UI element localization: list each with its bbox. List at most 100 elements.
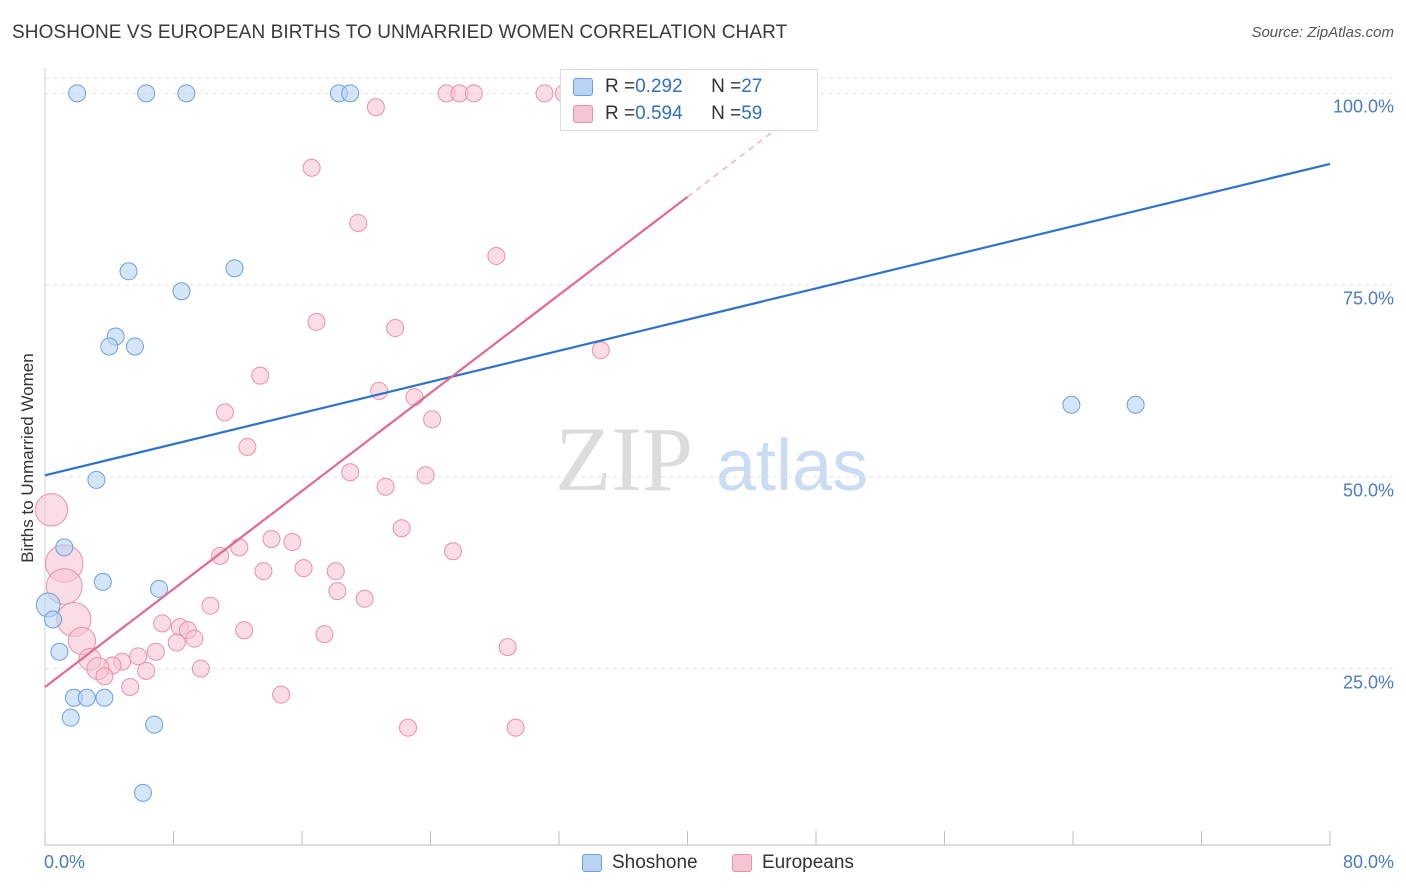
legend-label: Europeans — [762, 852, 854, 873]
y-tick-label: 75.0% — [1342, 288, 1394, 309]
europeans-point — [307, 312, 326, 331]
europeans-point — [341, 463, 360, 482]
shoshone-swatch — [573, 78, 593, 96]
europeans-points — [34, 84, 610, 737]
legend-n-value: 59 — [741, 103, 763, 124]
europeans-point — [146, 642, 165, 661]
shoshone-point — [172, 282, 191, 301]
europeans-point — [443, 542, 462, 561]
shoshone-point — [68, 84, 87, 103]
europeans-point — [349, 213, 368, 232]
shoshone-points — [35, 84, 1145, 802]
shoshone-point — [77, 688, 96, 707]
europeans-point — [392, 519, 411, 538]
europeans-point — [315, 625, 334, 644]
watermark-atlas: atlas — [716, 426, 868, 506]
shoshone-point — [100, 337, 119, 356]
legend-n-value: 27 — [741, 76, 763, 97]
europeans-point — [535, 84, 554, 103]
europeans-point — [254, 562, 273, 581]
europeans-point — [326, 562, 345, 581]
shoshone-point — [125, 337, 144, 356]
shoshone-point — [93, 572, 112, 591]
axes — [44, 68, 1331, 846]
europeans-point — [591, 341, 610, 360]
legend-item-shoshone: Shoshone — [582, 852, 698, 874]
shoshone-point — [87, 470, 106, 489]
europeans-point — [416, 466, 435, 485]
europeans-point — [211, 546, 230, 565]
europeans-point — [302, 158, 321, 177]
legend-n-label: N = — [711, 103, 742, 124]
europeans-point — [464, 84, 483, 103]
shoshone-point — [95, 688, 114, 707]
x-tick-max: 80.0% — [1342, 852, 1394, 872]
shoshone-point — [341, 84, 360, 103]
watermark: ZIP atlas — [555, 408, 868, 510]
shoshone-point — [137, 84, 156, 103]
europeans-point — [294, 559, 313, 578]
europeans-point — [137, 661, 156, 680]
europeans-point — [185, 629, 204, 648]
shoshone-point — [1126, 395, 1145, 414]
europeans-point — [230, 538, 249, 557]
x-tick-min: 0.0% — [44, 852, 86, 872]
europeans-point — [506, 718, 525, 737]
legend-item-europeans: Europeans — [732, 852, 854, 874]
europeans-point — [129, 647, 148, 666]
legend-label: Shoshone — [612, 852, 698, 873]
europeans-point — [487, 246, 506, 265]
grid-lines — [45, 77, 1392, 670]
y-tick-label: 100.0% — [1332, 96, 1394, 117]
europeans-point — [235, 621, 254, 640]
europeans-point — [201, 596, 220, 615]
europeans-point — [355, 589, 374, 608]
europeans-point — [283, 533, 302, 552]
europeans-point — [238, 437, 257, 456]
europeans-point — [405, 388, 424, 407]
shoshone-point — [225, 259, 244, 278]
shoshone-point — [150, 579, 169, 598]
europeans-point — [376, 477, 395, 496]
europeans-point — [399, 718, 418, 737]
europeans-point — [262, 529, 281, 548]
shoshone-point — [145, 715, 164, 734]
shoshone-point — [50, 642, 69, 661]
y-tick-label: 50.0% — [1342, 480, 1394, 501]
watermark-zip: ZIP — [555, 408, 693, 510]
europeans-point — [328, 582, 347, 601]
shoshone-point — [44, 610, 63, 629]
europeans-point — [191, 659, 210, 678]
trend-lines — [44, 98, 1331, 688]
europeans-point — [121, 677, 140, 696]
legend-row-europeans: R = 0.594 N = 59 — [573, 102, 762, 126]
chart-title: SHOSHONE VS EUROPEAN BIRTHS TO UNMARRIED… — [12, 22, 788, 43]
europeans-point — [498, 638, 517, 657]
shoshone-point — [133, 783, 152, 802]
europeans-trend-line — [44, 196, 689, 688]
europeans-point — [366, 98, 385, 117]
legend-r-label: R = — [605, 76, 636, 97]
europeans-point — [34, 493, 69, 527]
legend-r-value: 0.594 — [635, 103, 683, 124]
europeans-point — [423, 410, 442, 429]
source-label: Source: ZipAtlas.com — [1251, 24, 1394, 41]
legend-row-shoshone: R = 0.292 N = 27 — [573, 75, 762, 99]
shoshone-point — [119, 262, 138, 281]
europeans-point — [215, 403, 234, 422]
europeans-point — [153, 614, 172, 633]
europeans-swatch — [732, 854, 752, 872]
shoshone-point — [61, 708, 80, 727]
legend-r-label: R = — [605, 103, 636, 124]
shoshone-point — [1062, 395, 1081, 414]
y-tick-label: 25.0% — [1342, 672, 1394, 693]
shoshone-point — [55, 538, 74, 557]
shoshone-swatch — [582, 854, 602, 872]
europeans-point — [167, 633, 186, 652]
europeans-point — [251, 366, 270, 385]
shoshone-point — [177, 84, 196, 103]
europeans-point — [95, 667, 114, 686]
europeans-point — [272, 685, 291, 704]
europeans-point — [386, 319, 405, 338]
